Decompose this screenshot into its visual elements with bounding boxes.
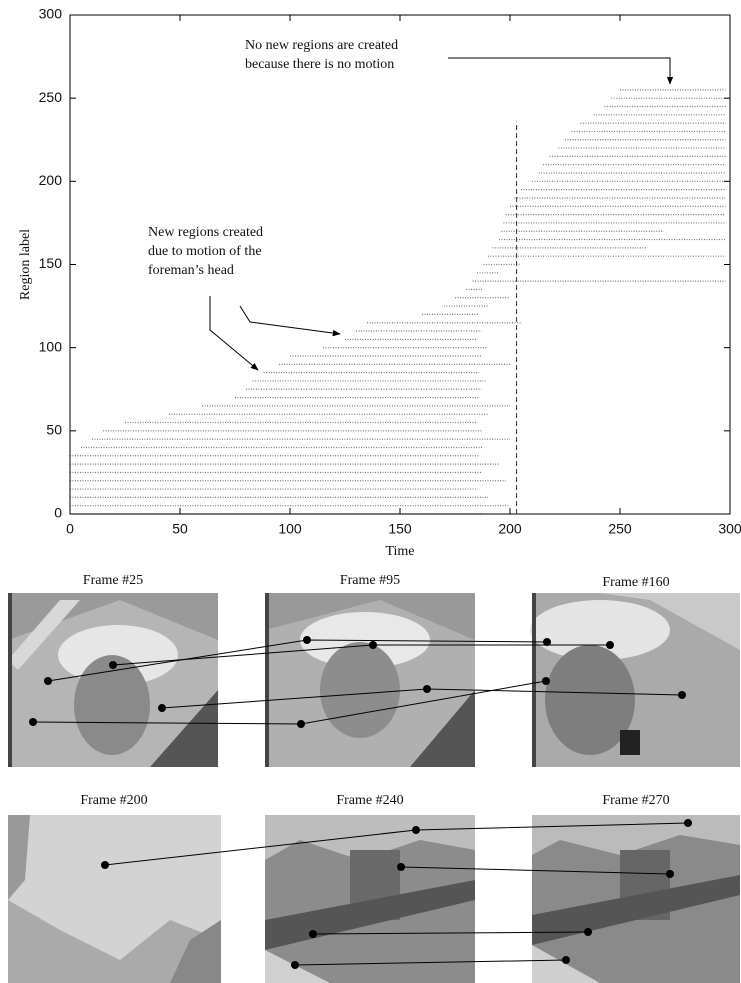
y-tick-label: 250 xyxy=(39,89,63,105)
frame-title: Frame #160 xyxy=(602,575,669,590)
correspondence-dots xyxy=(29,636,692,969)
x-tick-label: 250 xyxy=(608,521,632,537)
x-tick-label: 50 xyxy=(172,521,188,537)
x-tick-label: 200 xyxy=(498,521,522,537)
frame-image xyxy=(265,815,475,983)
frame-title: Frame #240 xyxy=(336,793,403,808)
y-tick-label: 50 xyxy=(46,422,62,438)
frame-image xyxy=(8,593,218,767)
x-tick-label: 100 xyxy=(278,521,302,537)
frame-title: Frame #95 xyxy=(340,573,400,588)
y-tick-label: 0 xyxy=(54,505,62,521)
annotation: due to motion of the xyxy=(148,244,262,259)
frame-image xyxy=(530,593,740,767)
frame-image xyxy=(265,593,475,767)
y-axis-label: Region label xyxy=(18,229,33,300)
x-axis-label: Time xyxy=(385,544,414,559)
annotation: No new regions are created xyxy=(245,38,398,53)
y-tick-label: 150 xyxy=(39,255,63,271)
y-tick-label: 300 xyxy=(39,6,63,22)
frame-image xyxy=(8,815,221,983)
x-tick-label: 0 xyxy=(66,521,74,537)
annotation: foreman’s head xyxy=(148,263,234,278)
x-tick-label: 150 xyxy=(388,521,412,537)
x-tick-label: 300 xyxy=(718,521,741,537)
y-tick-label: 100 xyxy=(39,338,63,354)
annotation-arrow xyxy=(209,296,259,371)
plot: 0 50 100 150 200 250 300 0 50 100 150 200 250 300 Time… xyxy=(18,6,741,560)
annotation-arrow xyxy=(239,305,341,337)
frame-title: Frame #25 xyxy=(83,573,143,588)
frame-images xyxy=(8,593,740,983)
annotation: New regions created xyxy=(148,225,263,240)
frame-title: Frame #200 xyxy=(80,793,147,808)
annotation-arrow xyxy=(448,57,674,85)
annotation: because there is no motion xyxy=(245,57,394,72)
y-tick-label: 200 xyxy=(39,172,63,188)
frame-title: Frame #270 xyxy=(602,793,669,808)
